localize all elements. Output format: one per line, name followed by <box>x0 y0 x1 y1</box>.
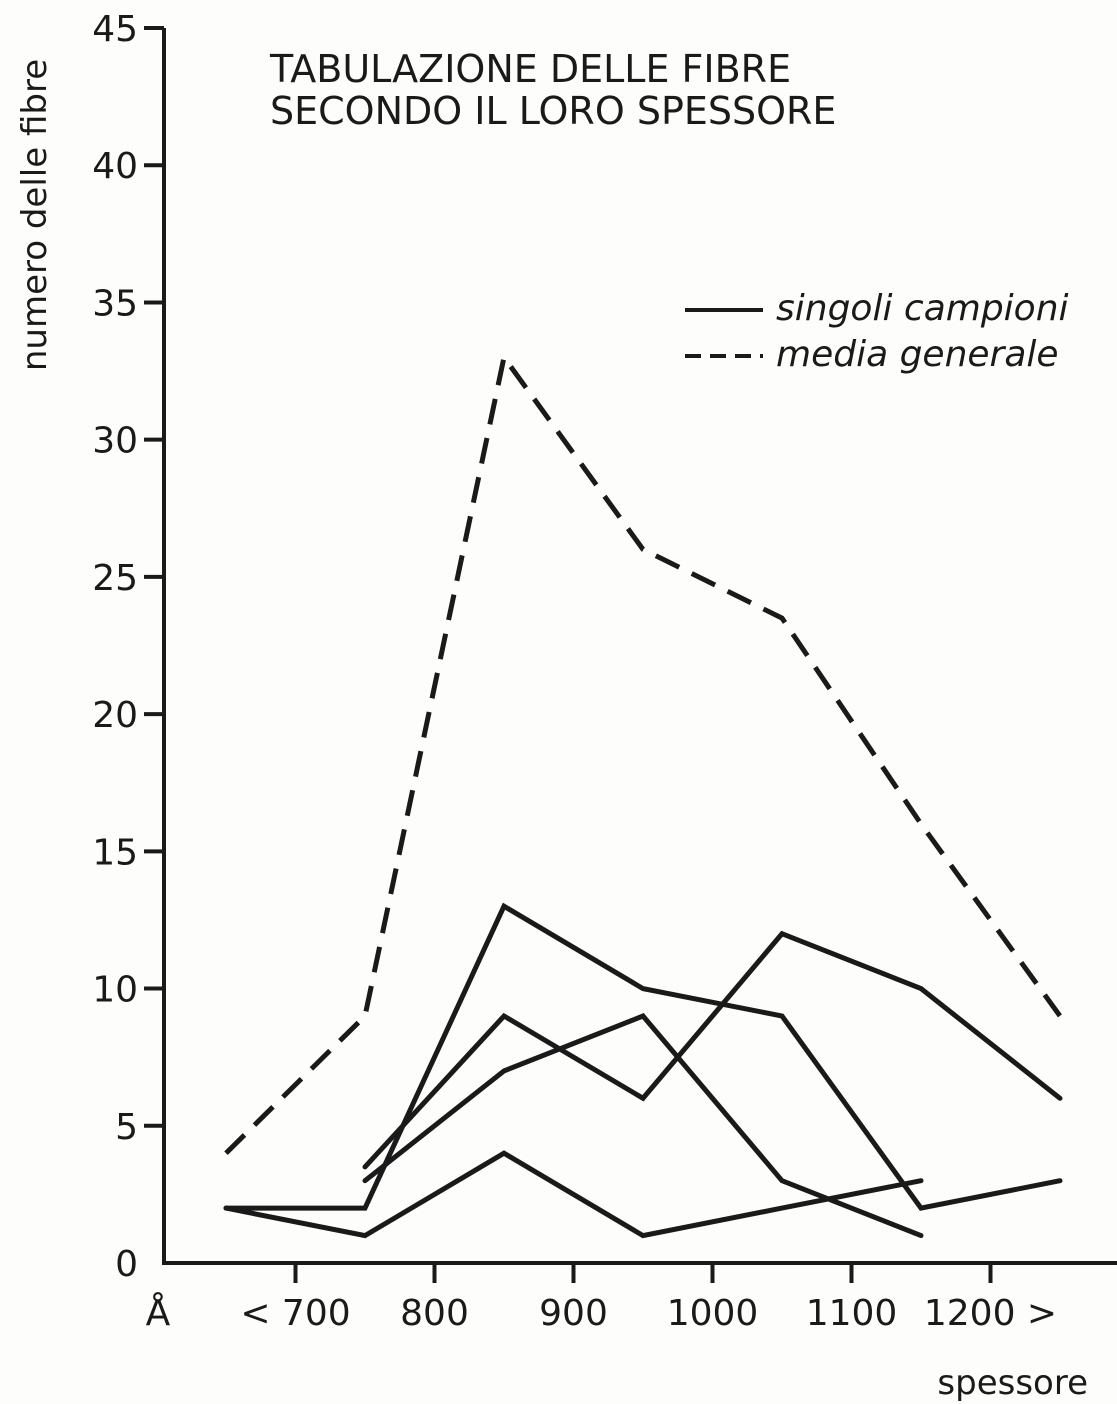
series-line-media-generale <box>224 351 1063 1155</box>
x-tick-label: 900 <box>539 1293 608 1334</box>
series-line-campione-2 <box>223 1150 924 1239</box>
x-tick-label: 1000 <box>667 1293 759 1334</box>
y-tick-label: 30 <box>92 421 138 462</box>
y-tick-label: 15 <box>92 832 138 873</box>
y-axis-label: numero delle fibre <box>15 59 55 371</box>
x-ticks: < 700 800 900 1000 1100 1200 > <box>240 1263 1057 1334</box>
y-tick-label: 5 <box>115 1107 138 1148</box>
x-tick-label: 1100 <box>806 1293 898 1334</box>
y-tick-label: 35 <box>92 283 138 324</box>
legend-label-singoli-campioni: singoli campioni <box>776 288 1069 329</box>
y-tick-label: 20 <box>92 695 138 736</box>
legend: singoli campioni media generale <box>685 288 1069 375</box>
x-unit-label: Å <box>146 1291 171 1334</box>
x-tick-label: 800 <box>400 1293 469 1334</box>
chart-title-line-1: TABULAZIONE DELLE FIBRE <box>269 47 791 91</box>
y-tick-label: 10 <box>92 970 138 1011</box>
chart-title-line-2: SECONDO IL LORO SPESSORE <box>270 89 836 133</box>
series-line-campione-1 <box>223 902 1063 1211</box>
axes <box>162 28 1117 1265</box>
y-tick-label: 25 <box>92 558 138 599</box>
series-line-campione-4 <box>362 1013 924 1239</box>
x-tick-label: 1200 > <box>924 1293 1057 1334</box>
y-tick-label: 45 <box>92 9 138 50</box>
y-ticks: 0 5 10 15 20 25 30 35 40 45 <box>92 9 164 1285</box>
chart-title: TABULAZIONE DELLE FIBRE SECONDO IL LORO … <box>269 47 836 133</box>
x-tick-label: < 700 <box>240 1293 350 1334</box>
x-axis-label: spessore <box>937 1363 1088 1403</box>
series-lines <box>223 351 1063 1239</box>
series-line-campione-3 <box>362 930 1063 1170</box>
y-tick-label: 0 <box>115 1244 138 1285</box>
legend-label-media-generale: media generale <box>776 334 1059 375</box>
y-tick-label: 40 <box>92 146 138 187</box>
